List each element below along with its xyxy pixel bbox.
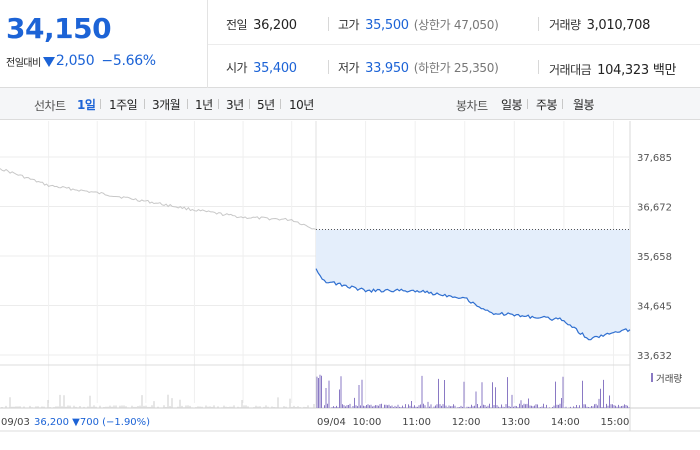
y-tick-label: 36,672 xyxy=(637,202,672,213)
change-label: 전일대비 xyxy=(6,57,41,69)
x-tick-label: 10:00 xyxy=(353,417,382,428)
change-value: 2,050 xyxy=(55,53,95,69)
prev-day-caption: 36,200 ▼700 (−1.90%) xyxy=(34,417,150,428)
toolbar-separator xyxy=(144,99,145,109)
series-line-prev-day xyxy=(0,168,317,230)
stat-separator xyxy=(538,17,539,31)
stat-label: 고가 xyxy=(338,18,360,32)
price-chart[interactable]: 37,685 36,672 35,658 34,645 33,632 거래량 09/03 09… xyxy=(0,121,700,450)
volume-legend-label: 거래량 xyxy=(656,373,682,385)
x-tick-label: 14:00 xyxy=(551,417,580,428)
below-prev-close-area xyxy=(316,229,630,340)
line-chart-label: 선차트 xyxy=(34,99,66,113)
stat-label: 시가 xyxy=(226,61,248,75)
stat-value: 3,010,708 xyxy=(586,18,651,33)
candle-weekly-button[interactable]: 주봉 xyxy=(536,98,558,112)
period-1y-button[interactable]: 1년 xyxy=(195,98,213,112)
stat-prev-close: 전일 36,200 xyxy=(226,16,297,33)
stat-volume: 거래량 3,010,708 xyxy=(549,16,650,33)
stat-label: 전일 xyxy=(226,18,248,32)
y-tick-label: 37,685 xyxy=(637,153,672,164)
x-tick-label: 09/04 xyxy=(317,417,346,428)
toolbar-separator xyxy=(218,99,219,109)
quote-summary-panel: 34,150 전일대비 2,050 −5.66% 전일 36,200 시가 35… xyxy=(0,0,700,88)
x-tick-label: 09/03 xyxy=(1,417,30,428)
stats-divider xyxy=(208,44,700,45)
stat-label: 거래량 xyxy=(549,18,581,32)
period-1d-button[interactable]: 1일 xyxy=(77,98,96,112)
stat-separator xyxy=(328,60,329,74)
stat-value: 35,400 xyxy=(253,61,297,76)
period-3y-button[interactable]: 3년 xyxy=(226,98,244,112)
stat-value: 36,200 xyxy=(253,18,297,33)
y-tick-label: 33,632 xyxy=(637,351,672,362)
period-5y-button[interactable]: 5년 xyxy=(257,98,275,112)
stat-unit: 백만 xyxy=(652,63,677,78)
price-box: 34,150 전일대비 2,050 −5.66% xyxy=(0,0,208,88)
current-price: 34,150 xyxy=(6,12,112,45)
x-tick-label: 13:00 xyxy=(501,417,530,428)
candle-daily-button[interactable]: 일봉 xyxy=(501,98,523,112)
stat-value: 33,950 xyxy=(365,61,409,76)
stat-amount: 거래대금 104,323 백만 xyxy=(549,59,676,78)
period-toolbar: 선차트 1일 1주일 3개월 1년 3년 5년 10년 봉차트 일봉 주봉 월봉 xyxy=(0,88,700,120)
toolbar-separator xyxy=(527,99,528,109)
candle-chart-label: 봉차트 xyxy=(456,99,488,113)
lower-limit: (하한가 25,350) xyxy=(413,61,499,75)
toolbar-separator xyxy=(187,99,188,109)
candle-monthly-button[interactable]: 월봉 xyxy=(573,98,595,112)
stat-value: 35,500 xyxy=(365,18,409,33)
series-line-today xyxy=(315,268,631,341)
stat-open: 시가 35,400 xyxy=(226,59,297,76)
stat-high: 고가 35,500 (상한가 47,050) xyxy=(338,16,499,33)
period-3m-button[interactable]: 3개월 xyxy=(152,98,181,112)
stat-value: 104,323 xyxy=(597,63,649,78)
stat-label: 저가 xyxy=(338,61,360,75)
volume-legend-swatch xyxy=(651,373,653,382)
change-percent: −5.66% xyxy=(101,53,156,69)
period-1w-button[interactable]: 1주일 xyxy=(109,98,138,112)
y-tick-label: 34,645 xyxy=(637,302,672,313)
x-tick-label: 12:00 xyxy=(452,417,481,428)
change-row: 전일대비 2,050 −5.66% xyxy=(6,53,156,69)
toolbar-separator xyxy=(280,99,281,109)
upper-limit: (상한가 47,050) xyxy=(413,18,499,32)
toolbar-separator xyxy=(249,99,250,109)
x-tick-label: 11:00 xyxy=(402,417,431,428)
stat-low: 저가 33,950 (하한가 25,350) xyxy=(338,59,499,76)
y-tick-label: 35,658 xyxy=(637,252,672,263)
stat-separator xyxy=(328,17,329,31)
toolbar-separator xyxy=(100,99,101,109)
toolbar-separator xyxy=(562,99,563,109)
down-arrow-icon xyxy=(42,56,55,67)
stat-label: 거래대금 xyxy=(549,63,592,77)
x-tick-label: 15:00 xyxy=(601,417,630,428)
price-chart-svg: 37,685 36,672 35,658 34,645 33,632 거래량 09/03 09… xyxy=(0,121,700,432)
period-10y-button[interactable]: 10년 xyxy=(289,98,314,112)
stat-separator xyxy=(538,60,539,74)
